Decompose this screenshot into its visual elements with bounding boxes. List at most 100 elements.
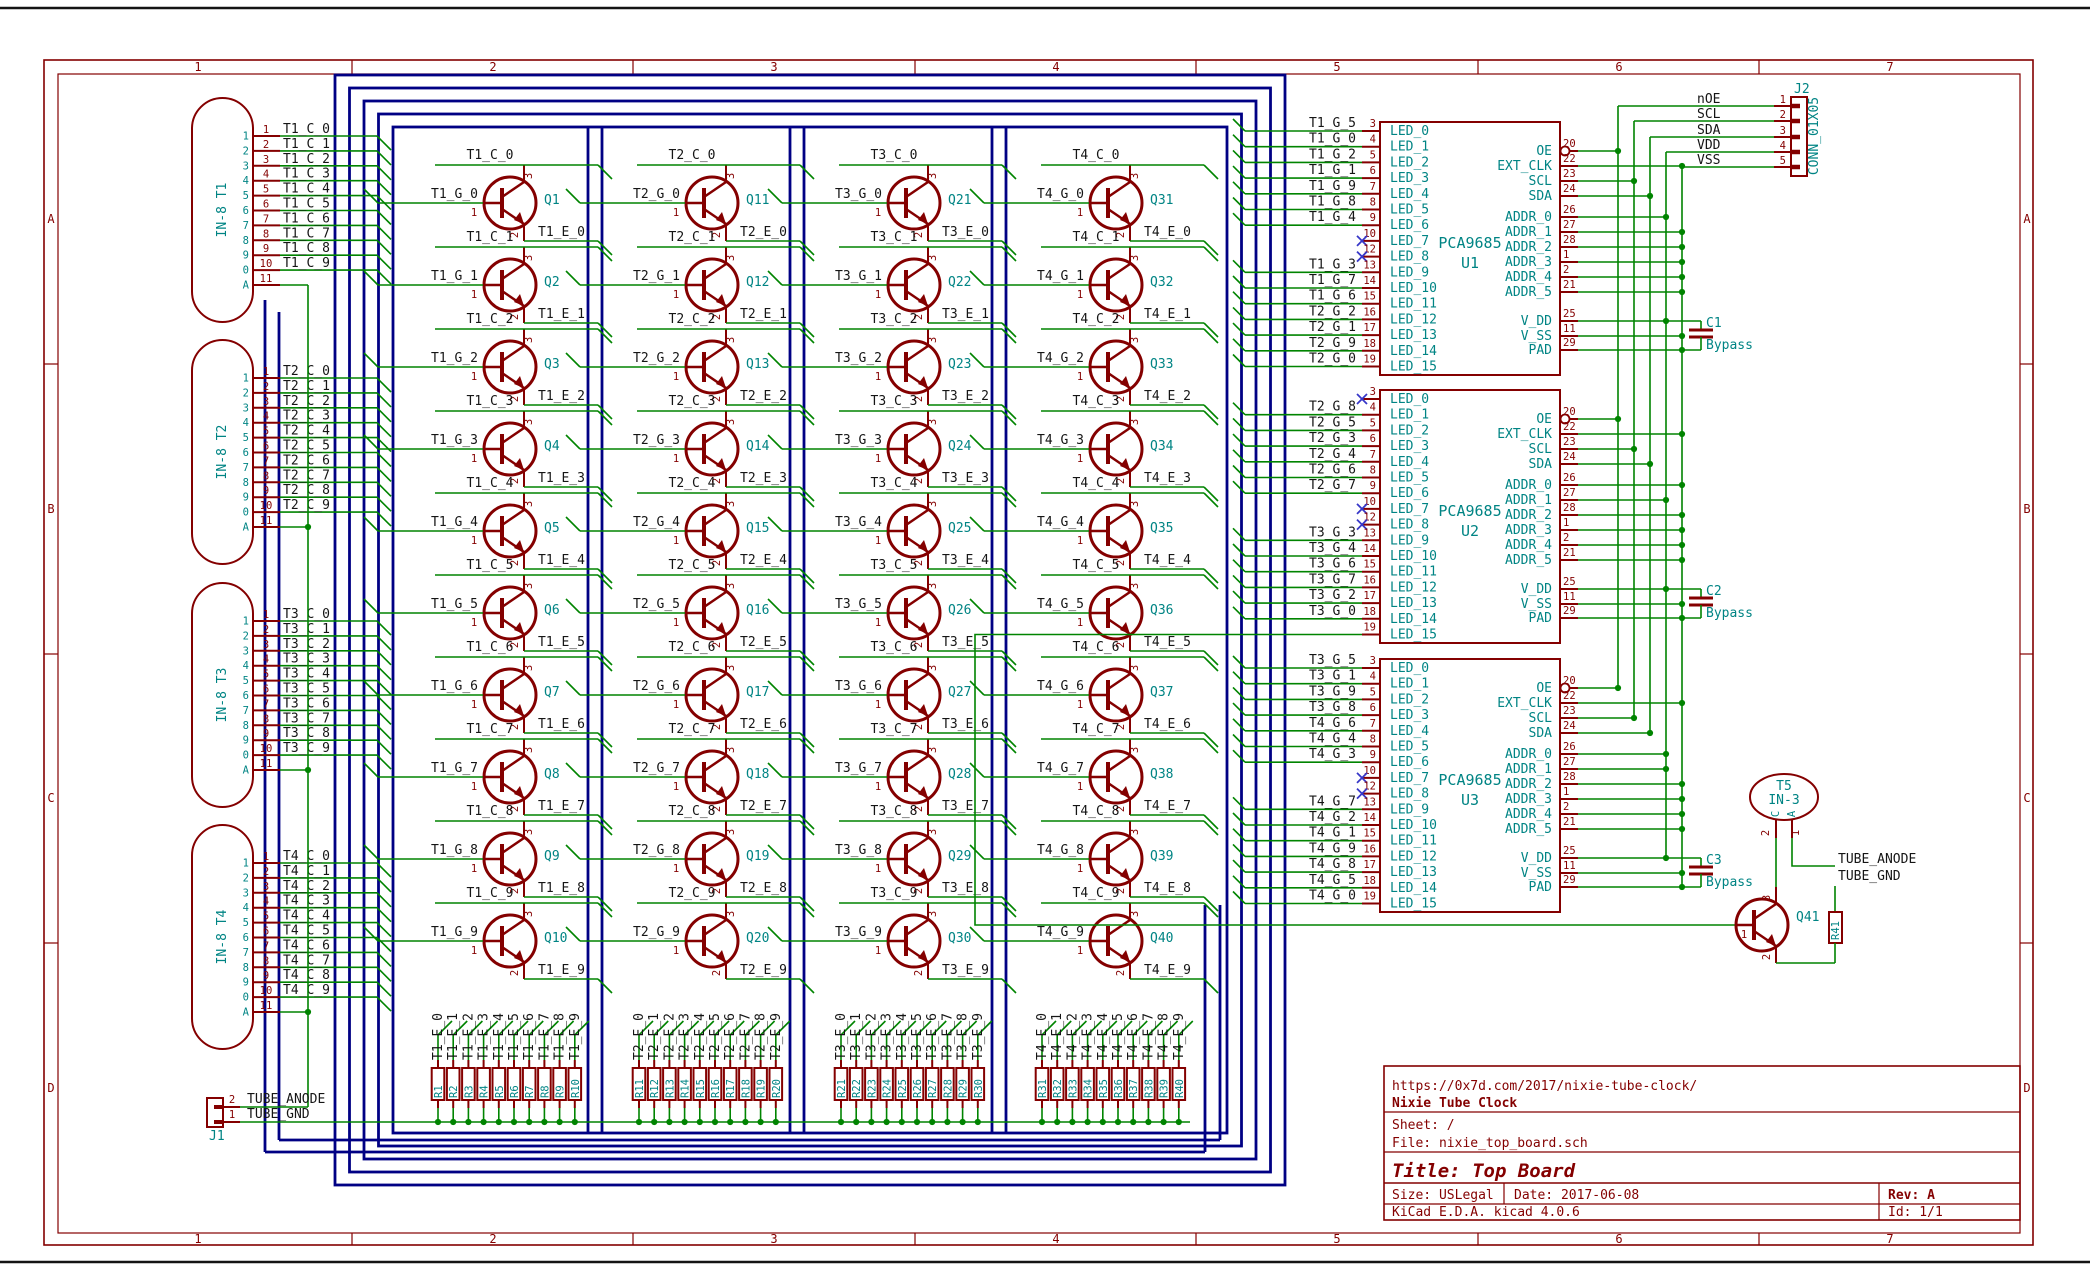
transistor-Q13[interactable]: T2_C_2 3 T2_G_2 1 2 T2_E_2 Q13 [565, 312, 815, 420]
transistor-Q37[interactable]: T4_C_6 3 T4_G_6 1 2 T4_E_6 Q37 [969, 640, 1219, 748]
svg-text:3: 3 [243, 160, 249, 172]
svg-text:1: 1 [1077, 781, 1083, 793]
svg-text:1: 1 [471, 945, 477, 957]
svg-text:T2_E_9: T2_E_9 [740, 963, 787, 978]
svg-text:T1_G_1: T1_G_1 [431, 269, 478, 284]
svg-text:1: 1 [471, 207, 477, 219]
svg-text:A: A [243, 280, 250, 292]
transistor-Q41[interactable]: 3 2 1 Q41 [1734, 887, 1835, 964]
transistor-Q35[interactable]: T4_C_4 3 T4_G_4 1 2 T4_E_4 Q35 [969, 476, 1219, 584]
transistor-Q16[interactable]: T2_C_5 3 T2_G_5 1 2 T2_E_5 Q16 [565, 558, 815, 666]
svg-text:T4_C_5: T4_C_5 [1073, 558, 1120, 573]
transistor-Q39[interactable]: T4_C_8 3 T4_G_8 1 2 T4_E_8 Q39 [969, 804, 1219, 912]
transistor-Q28[interactable]: T3_C_7 3 T3_G_7 1 2 T3_E_7 Q28 [767, 722, 1017, 830]
transistor-Q15[interactable]: T2_C_4 3 T2_G_4 1 2 T2_E_4 Q15 [565, 476, 815, 584]
svg-text:1: 1 [263, 609, 269, 621]
transistor-Q22[interactable]: T3_C_1 3 T3_G_1 1 2 T3_E_1 Q22 [767, 230, 1017, 338]
transistor-Q2[interactable]: T1_C_1 3 T1_G_1 1 2 T1_E_1 Q2 [363, 230, 613, 338]
bypass-cap-C2[interactable]: C2 Bypass [1682, 584, 1753, 621]
transistor-Q18[interactable]: T2_C_7 3 T2_G_7 1 2 T2_E_7 Q18 [565, 722, 815, 830]
transistor-Q32[interactable]: T4_C_1 3 T4_G_1 1 2 T4_E_1 Q32 [969, 230, 1219, 338]
svg-text:24: 24 [1563, 451, 1576, 463]
transistor-Q40[interactable]: T4_C_9 3 T4_G_9 1 2 T4_E_9 Q40 [969, 886, 1219, 994]
transistor-Q25[interactable]: T3_C_4 3 T3_G_4 1 2 T3_E_4 Q25 [767, 476, 1017, 584]
transistor-Q5[interactable]: T1_C_4 3 T1_G_4 1 2 T1_E_4 Q5 [363, 476, 613, 584]
svg-text:Q10: Q10 [544, 931, 567, 946]
svg-text:T4_E_6: T4_E_6 [1144, 717, 1191, 732]
svg-text:T4_G_6: T4_G_6 [1309, 716, 1356, 731]
bypass-cap-C3[interactable]: C3 Bypass [1682, 853, 1753, 890]
svg-text:T4_E_1: T4_E_1 [1144, 307, 1191, 322]
svg-text:9: 9 [243, 492, 249, 504]
transistor-Q23[interactable]: T3_C_2 3 T3_G_2 1 2 T3_E_2 Q23 [767, 312, 1017, 420]
transistor-Q38[interactable]: T4_C_7 3 T4_G_7 1 2 T4_E_7 Q38 [969, 722, 1219, 830]
svg-text:SDA: SDA [1697, 123, 1721, 138]
transistor-Q19[interactable]: T2_C_8 3 T2_G_8 1 2 T2_E_8 Q19 [565, 804, 815, 912]
svg-text:LED_13: LED_13 [1390, 596, 1437, 611]
svg-text:R34: R34 [1083, 1079, 1095, 1098]
transistor-Q11[interactable]: T2_C_0 3 T2_G_0 1 2 T2_E_0 Q11 [565, 148, 815, 256]
svg-text:R13: R13 [664, 1079, 676, 1098]
transistor-Q7[interactable]: T1_C_6 3 T1_G_6 1 2 T1_E_6 Q7 [363, 640, 613, 748]
svg-text:7: 7 [263, 940, 269, 952]
svg-text:T3_G_4: T3_G_4 [1309, 541, 1356, 556]
transistor-Q26[interactable]: T3_C_5 3 T3_G_5 1 2 T3_E_5 Q26 [767, 558, 1017, 666]
resistor-bank-3[interactable]: T3_E_0 R21 T3_E_1 R22 T3_E_2 R23 T3_E_3 R24 T3_E… [833, 1013, 993, 1126]
transistor-Q21[interactable]: T3_C_0 3 T3_G_0 1 2 T3_E_0 Q21 [767, 148, 1017, 256]
svg-text:T4_G_8: T4_G_8 [1037, 843, 1084, 858]
ic-U3[interactable]: PCA9685 U3 3 LED_0 T3_G_5 4 LED_1 T3_G_1 5 LED_2 T… [1232, 653, 1701, 913]
ic-U1[interactable]: PCA9685 U1 3 LED_0 T1_G_5 4 LED_1 T1_G_0 5 LED_2 T… [1232, 116, 1701, 376]
svg-text:T4_C_2: T4_C_2 [283, 879, 330, 894]
svg-text:LED_9: LED_9 [1390, 533, 1429, 548]
transistor-Q24[interactable]: T3_C_3 3 T3_G_3 1 2 T3_E_3 Q24 [767, 394, 1017, 502]
svg-text:Q14: Q14 [746, 439, 770, 454]
bypass-cap-C1[interactable]: C1 Bypass [1682, 316, 1753, 353]
transistor-Q34[interactable]: T4_C_3 3 T4_G_3 1 2 T4_E_3 Q34 [969, 394, 1219, 502]
resistor-bank-1[interactable]: T1_E_0 R1 T1_E_1 R2 T1_E_2 R3 T1_E_3 R4 T1_E_4 R5… [430, 1013, 590, 1126]
svg-text:C: C [1770, 811, 1782, 817]
transistor-Q8[interactable]: T1_C_7 3 T1_G_7 1 2 T1_E_7 Q8 [363, 722, 613, 830]
svg-text:T2_C_8: T2_C_8 [283, 483, 330, 498]
transistor-Q31[interactable]: T4_C_0 3 T4_G_0 1 2 T4_E_0 Q31 [969, 148, 1219, 256]
svg-text:9: 9 [263, 728, 269, 740]
svg-text:T1_C_3: T1_C_3 [467, 394, 514, 409]
transistor-Q6[interactable]: T1_C_5 3 T1_G_5 1 2 T1_E_5 Q6 [363, 558, 613, 666]
transistor-Q30[interactable]: T3_C_9 3 T3_G_9 1 2 T3_E_9 Q30 [767, 886, 1017, 994]
transistor-Q33[interactable]: T4_C_2 3 T4_G_2 1 2 T4_E_2 Q33 [969, 312, 1219, 420]
svg-text:7: 7 [243, 705, 249, 717]
transistor-Q1[interactable]: T1_C_0 3 T1_G_0 1 2 T1_E_0 Q1 [363, 148, 613, 256]
svg-text:6: 6 [1615, 60, 1622, 74]
transistor-Q10[interactable]: T1_C_9 3 T1_G_9 1 2 T1_E_9 Q10 [363, 886, 613, 994]
transistor-Q36[interactable]: T4_C_5 3 T4_G_5 1 2 T4_E_5 Q36 [969, 558, 1219, 666]
transistor-Q9[interactable]: T1_C_8 3 T1_G_8 1 2 T1_E_8 Q9 [363, 804, 613, 912]
svg-text:T1_G_7: T1_G_7 [431, 761, 478, 776]
resistor-bank-2[interactable]: T2_E_0 R11 T2_E_1 R12 T2_E_2 R13 T2_E_3 R14 T2_E… [631, 1013, 791, 1126]
transistor-Q12[interactable]: T2_C_1 3 T2_G_1 1 2 T2_E_1 Q12 [565, 230, 815, 338]
transistor-Q14[interactable]: T2_C_3 3 T2_G_3 1 2 T2_E_3 Q14 [565, 394, 815, 502]
svg-text:T2_G_3: T2_G_3 [1309, 431, 1356, 446]
svg-text:T3_C_4: T3_C_4 [871, 476, 918, 491]
svg-text:Q27: Q27 [948, 685, 971, 700]
svg-text:SCL: SCL [1697, 107, 1721, 122]
transistor-Q27[interactable]: T3_C_6 3 T3_G_6 1 2 T3_E_6 Q27 [767, 640, 1017, 748]
transistor-Q20[interactable]: T2_C_9 3 T2_G_9 1 2 T2_E_9 Q20 [565, 886, 815, 994]
svg-text:R33: R33 [1067, 1079, 1079, 1098]
transistor-Q17[interactable]: T2_C_6 3 T2_G_6 1 2 T2_E_6 Q17 [565, 640, 815, 748]
transistor-Q4[interactable]: T1_C_3 3 T1_G_3 1 2 T1_E_3 Q4 [363, 394, 613, 502]
svg-text:9: 9 [1370, 212, 1376, 224]
resistor-bank-4[interactable]: T4_E_0 R31 T4_E_1 R32 T4_E_2 R33 T4_E_3 R34 T4_E… [1034, 1013, 1194, 1126]
resistor-R41[interactable]: R41 [1828, 886, 1843, 963]
svg-text:T1_C_4: T1_C_4 [467, 476, 514, 491]
ic-U2[interactable]: PCA9685 U2 3 LED_0 4 LED_1 T2_G_8 5 LED_2 T2_G_5 6… [974, 386, 1735, 926]
svg-text:T1_E_6: T1_E_6 [522, 1013, 537, 1060]
svg-text:Q41: Q41 [1796, 910, 1819, 925]
transistor-Q3[interactable]: T1_C_2 3 T1_G_2 1 2 T1_E_2 Q3 [363, 312, 613, 420]
svg-text:18: 18 [1363, 338, 1376, 350]
